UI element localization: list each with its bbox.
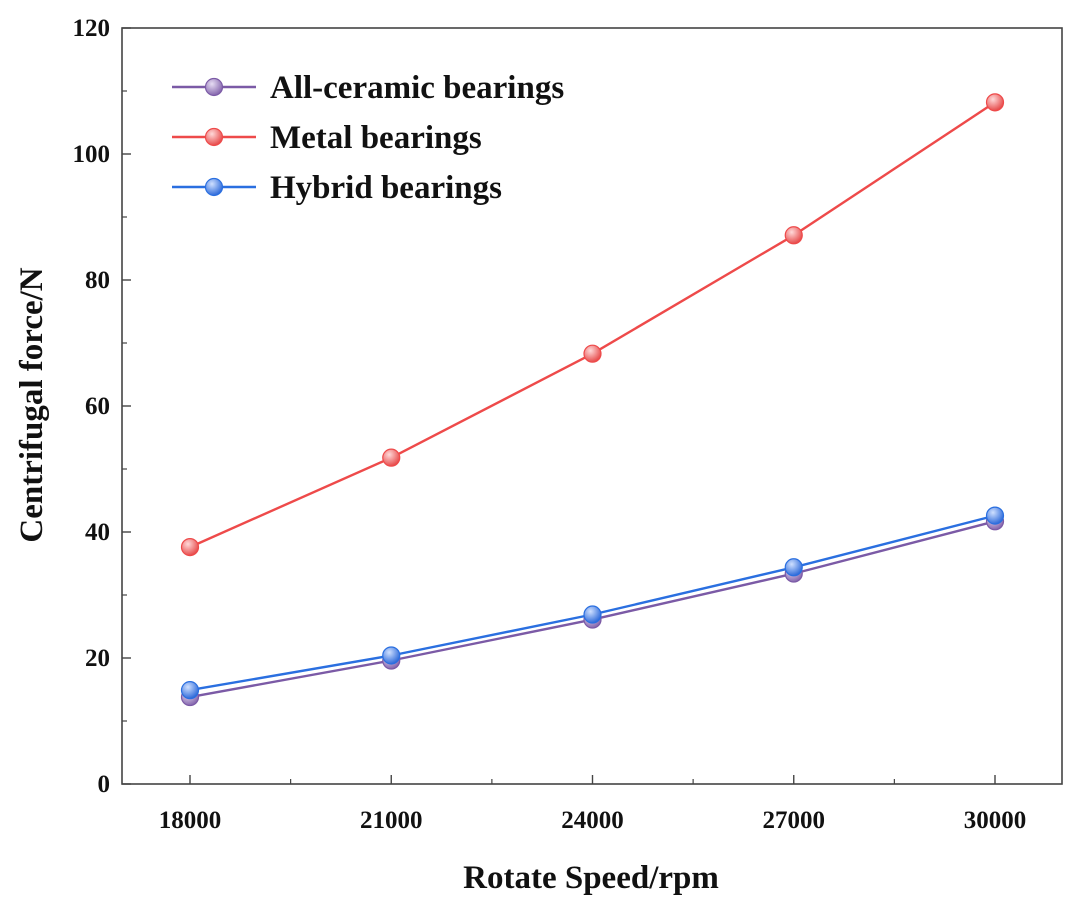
legend-label-1: Metal bearings [270, 120, 482, 156]
plot-frame [121, 27, 1063, 785]
x-tick-label: 18000 [159, 807, 222, 834]
data-point-series-1 [985, 93, 1005, 112]
x-axis-title: Rotate Speed/rpm [463, 860, 719, 896]
legend-label-2: Hybrid bearings [270, 170, 502, 206]
x-tick-label: 24000 [561, 807, 624, 834]
data-point-series-2 [382, 646, 401, 665]
data-point-series-1 [180, 538, 200, 557]
y-tick-label: 120 [73, 15, 111, 42]
y-tick-label: 100 [73, 141, 111, 168]
legend-label-0: All-ceramic bearings [270, 70, 564, 106]
data-point-series-2 [180, 681, 200, 700]
y-tick-label: 40 [85, 519, 110, 546]
y-tick-label: 20 [85, 645, 110, 672]
data-point-series-1 [784, 226, 803, 245]
data-point-series-1 [382, 448, 401, 467]
series-line-2 [189, 514, 996, 692]
data-point-series-2 [985, 506, 1005, 525]
y-axis-title: Centrifugal force/N [14, 267, 50, 542]
legend-marker-2 [204, 177, 224, 197]
x-tick-label: 30000 [964, 807, 1027, 834]
x-tick-label: 27000 [763, 807, 826, 834]
y-tick-label: 80 [85, 267, 110, 294]
legend-marker-1 [204, 127, 224, 147]
legend-marker-0 [204, 77, 224, 97]
x-tick-label: 21000 [360, 807, 423, 834]
y-tick-label: 60 [85, 393, 110, 420]
data-point-series-1 [583, 344, 602, 363]
data-point-series-2 [583, 605, 602, 624]
y-tick-label: 0 [98, 771, 111, 798]
data-point-series-2 [784, 558, 803, 577]
